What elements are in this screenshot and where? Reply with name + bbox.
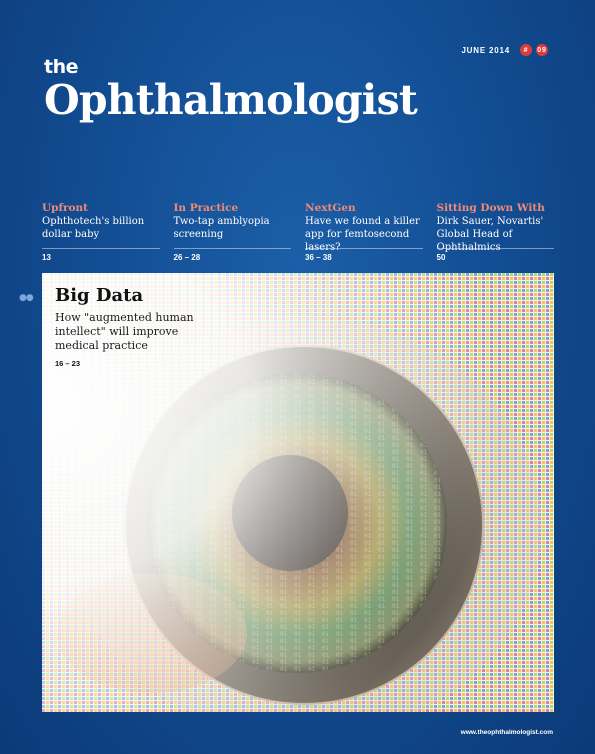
eye-illustration: 01 [42,273,554,712]
teaser-pages: 36 – 38 [305,253,332,262]
feature-text-block: Big Data How "augmented human intellect"… [55,285,205,369]
teaser-section: Upfront [42,202,89,214]
teaser-section: In Practice [173,202,239,214]
masthead-title: Ophthalmologist [44,76,418,124]
masthead: the Ophthalmologist [44,56,418,124]
teaser-description: Two-tap amblyopia screening [173,216,270,240]
teaser-section: Sitting Down With [436,202,545,214]
issue-number-badge: 09 [536,44,548,56]
feature-pages: 16 – 23 [55,359,81,368]
teaser-description: Dirk Sauer, Novartis' Global Head of Oph… [436,216,544,253]
issue-hash-badge: # [520,44,532,56]
teaser-divider [173,248,291,249]
feature-headline: Big Data [55,285,144,306]
issue-date: JUNE 2014 [461,45,510,55]
website-url[interactable]: www.theophthalmologist.com [460,729,553,736]
teaser-section: NextGen [305,202,356,214]
teaser-divider [305,248,423,249]
teaser-description: Ophthotech's billion dollar baby [42,216,145,240]
teaser-divider [42,248,160,249]
teaser-pages: 13 [42,253,51,262]
teaser-divider [436,248,554,249]
teaser-upfront[interactable]: Upfront Ophthotech's billion dollar baby… [42,202,160,262]
decorative-dots: ●● [19,293,34,303]
teaser-row: Upfront Ophthotech's billion dollar baby… [42,202,554,262]
teaser-description: Have we found a killer app for femtoseco… [305,216,420,253]
masthead-the: the [44,56,79,78]
teaser-pages: 50 [436,253,446,262]
teaser-nextgen[interactable]: NextGen Have we found a killer app for f… [305,202,423,262]
teaser-pages: 26 – 28 [173,253,201,262]
feature-panel[interactable]: 01 [42,273,554,712]
teaser-in-practice[interactable]: In Practice Two-tap amblyopia screening … [173,202,291,262]
teaser-sitting-down-with[interactable]: Sitting Down With Dirk Sauer, Novartis' … [436,202,554,262]
issue-info: JUNE 2014 # 09 [461,44,548,56]
feature-subheading: How "augmented human intellect" will imp… [55,311,194,352]
